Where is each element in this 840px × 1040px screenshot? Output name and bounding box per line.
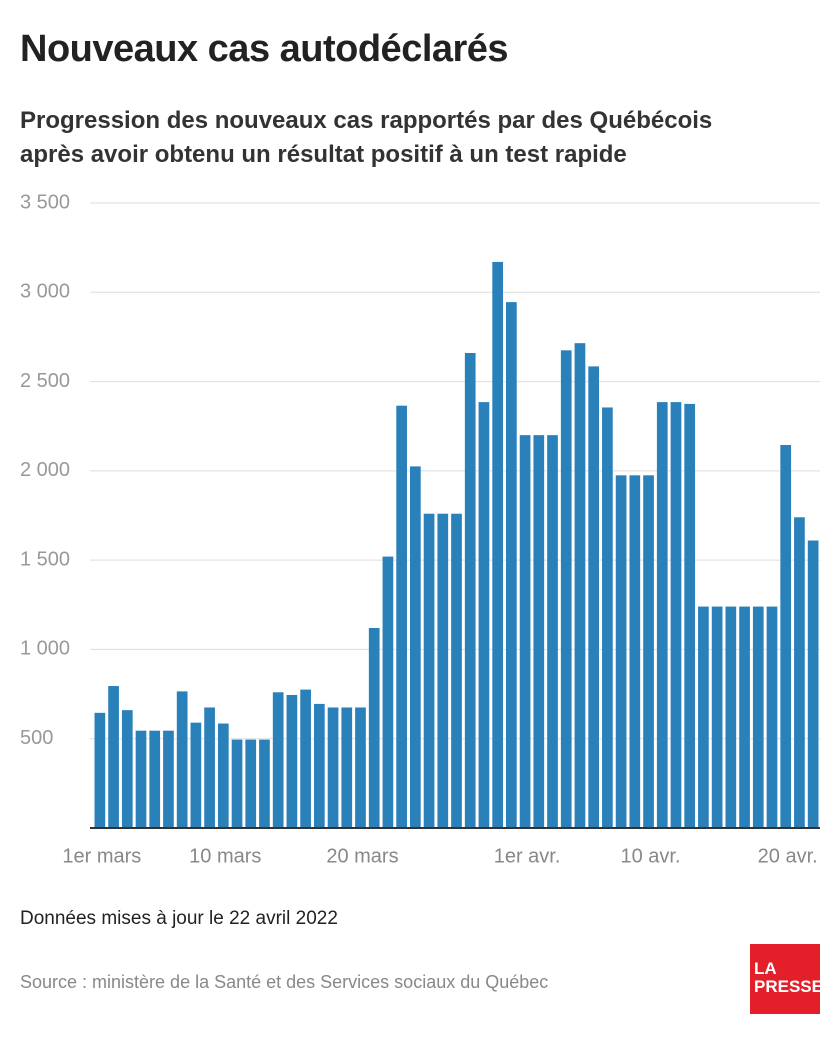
bar <box>121 710 133 828</box>
y-tick-label: 3 500 <box>20 191 70 213</box>
bar <box>409 466 421 828</box>
bar <box>382 556 394 828</box>
bar <box>327 707 339 828</box>
bar <box>176 691 188 828</box>
bar <box>149 730 161 828</box>
bar <box>670 402 682 828</box>
bar <box>629 475 641 828</box>
logo: LA PRESSE <box>750 944 823 1014</box>
bar <box>313 703 325 828</box>
bar <box>272 692 284 828</box>
bar <box>698 606 709 828</box>
bar <box>300 689 311 828</box>
bar <box>245 739 257 828</box>
bar <box>190 722 202 828</box>
bar <box>684 403 696 828</box>
logo-text: LA <box>754 959 777 978</box>
bar <box>437 513 449 828</box>
bar <box>396 405 407 828</box>
bar <box>204 707 215 828</box>
bar <box>368 628 380 828</box>
update-note: Données mises à jour le 22 avril 2022 <box>20 908 338 929</box>
bar <box>217 723 229 828</box>
bar <box>766 606 778 828</box>
bar <box>423 513 435 828</box>
bar <box>725 606 737 828</box>
bar <box>711 606 723 828</box>
bar <box>259 739 270 828</box>
bar <box>643 475 654 828</box>
bar <box>135 730 147 828</box>
bar <box>547 435 558 828</box>
y-tick-label: 1 500 <box>20 548 70 570</box>
chart-subtitle: Progression des nouveaux cas rapportés p… <box>20 107 713 168</box>
bar <box>94 712 106 828</box>
x-tick-label: 20 mars <box>326 845 398 867</box>
bar <box>451 513 462 828</box>
y-tick-label: 500 <box>20 727 53 749</box>
bar <box>464 353 476 828</box>
x-tick-label: 20 avr. <box>758 845 818 867</box>
bar <box>602 407 613 828</box>
y-tick-label: 2 000 <box>20 459 70 481</box>
bar <box>506 302 517 828</box>
bar <box>794 517 805 828</box>
y-tick-label: 3 000 <box>20 281 70 303</box>
logo-text: PRESSE <box>754 977 823 996</box>
bar <box>588 366 600 828</box>
chart-title: Nouveaux cas autodéclarés <box>20 28 509 70</box>
bar <box>574 343 586 828</box>
bar <box>656 402 668 828</box>
bar <box>807 540 819 828</box>
y-tick-label: 2 500 <box>20 370 70 392</box>
chart: 500 1 000 1 500 2 000 2 500 3 000 3 500 1er mar… <box>20 191 820 867</box>
x-tick-label: 10 mars <box>189 845 261 867</box>
x-tick-label: 1er avr. <box>494 845 561 867</box>
bar <box>533 435 545 828</box>
bar <box>560 350 572 828</box>
bar <box>739 606 750 828</box>
bar <box>355 707 366 828</box>
bar <box>615 475 627 828</box>
bar <box>231 739 243 828</box>
source: Source : ministère de la Santé et des Se… <box>20 972 549 992</box>
bar <box>780 444 792 828</box>
bar <box>492 261 504 828</box>
bar <box>752 606 764 828</box>
x-tick-label: 10 avr. <box>621 845 681 867</box>
x-tick-label: 1er mars <box>62 845 141 867</box>
bar <box>341 707 353 828</box>
bar <box>519 435 531 828</box>
y-tick-label: 1 000 <box>20 638 70 660</box>
bar <box>478 402 490 828</box>
bar <box>108 686 119 828</box>
bar <box>163 730 174 828</box>
bar <box>286 694 298 828</box>
